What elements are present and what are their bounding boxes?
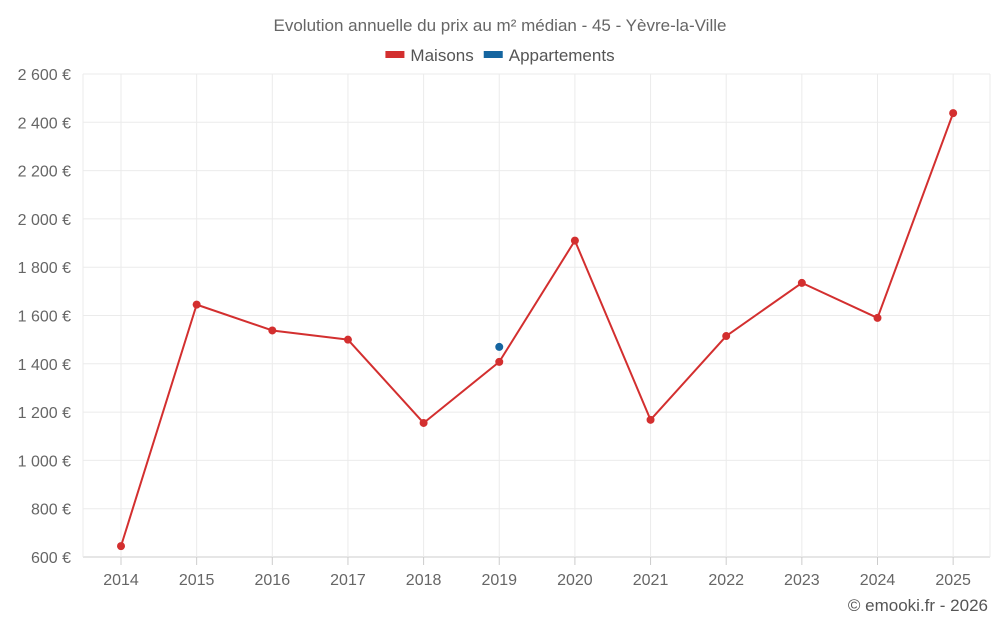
data-point-maisons xyxy=(797,278,806,287)
y-tick-label: 800 € xyxy=(31,502,71,519)
x-tick-label: 2021 xyxy=(633,572,669,589)
data-point-maisons xyxy=(722,332,731,341)
legend-swatch xyxy=(483,51,503,58)
y-axis: 600 € 800 € 1 000 € 1 200 € 1 400 € 1 600 € 1 … xyxy=(18,67,71,567)
x-tick-label: 2020 xyxy=(557,572,593,589)
legend-label: Maisons xyxy=(410,46,473,65)
y-tick-label: 1 800 € xyxy=(18,260,71,277)
data-point-maisons xyxy=(117,542,125,551)
x-tick-label: 2016 xyxy=(255,572,291,589)
y-tick-label: 2 600 € xyxy=(18,67,71,84)
data-point-appartements xyxy=(495,342,504,351)
legend: Maisons Appartements xyxy=(385,46,615,65)
legend-item-appartements: Appartements xyxy=(483,46,615,65)
x-tick-label: 2025 xyxy=(935,572,971,589)
legend-label: Appartements xyxy=(509,46,615,65)
gridlines xyxy=(82,73,991,558)
legend-swatch xyxy=(385,51,405,58)
data-point-maisons xyxy=(949,109,958,118)
legend-item-maisons: Maisons xyxy=(385,46,474,65)
x-tick-label: 2017 xyxy=(330,572,366,589)
data-point-maisons xyxy=(268,326,277,335)
y-tick-label: 1 200 € xyxy=(18,405,71,422)
data-point-maisons xyxy=(192,300,201,309)
x-axis: 2014 2015 2016 2017 2018 2019 2020 2021 2022 2023… xyxy=(103,557,971,589)
data-point-maisons xyxy=(873,313,882,322)
data-point-maisons xyxy=(419,418,428,427)
x-tick-label: 2014 xyxy=(103,572,139,589)
data-point-maisons xyxy=(495,357,504,366)
y-tick-label: 2 200 € xyxy=(18,164,71,181)
series-maisons xyxy=(117,109,958,551)
data-point-maisons xyxy=(570,236,579,245)
x-tick-label: 2023 xyxy=(784,572,820,589)
x-tick-label: 2024 xyxy=(860,572,896,589)
x-tick-label: 2019 xyxy=(481,572,517,589)
y-tick-label: 1 400 € xyxy=(18,357,71,374)
credit-text: © emooki.fr - 2026 xyxy=(847,596,988,615)
data-point-maisons xyxy=(343,335,352,344)
y-tick-label: 1 000 € xyxy=(18,453,71,470)
x-tick-label: 2022 xyxy=(708,572,744,589)
series-appartements xyxy=(495,342,504,351)
data-point-maisons xyxy=(646,415,655,424)
series-layer xyxy=(117,109,958,551)
y-tick-label: 2 400 € xyxy=(18,115,71,132)
series-line-maisons xyxy=(120,112,955,547)
y-tick-label: 1 600 € xyxy=(18,309,71,326)
x-tick-label: 2018 xyxy=(406,572,442,589)
chart-title: Evolution annuelle du prix au m² médian … xyxy=(274,16,727,35)
x-tick-label: 2015 xyxy=(179,572,215,589)
y-tick-label: 2 000 € xyxy=(18,212,71,229)
y-tick-label: 600 € xyxy=(31,550,71,567)
